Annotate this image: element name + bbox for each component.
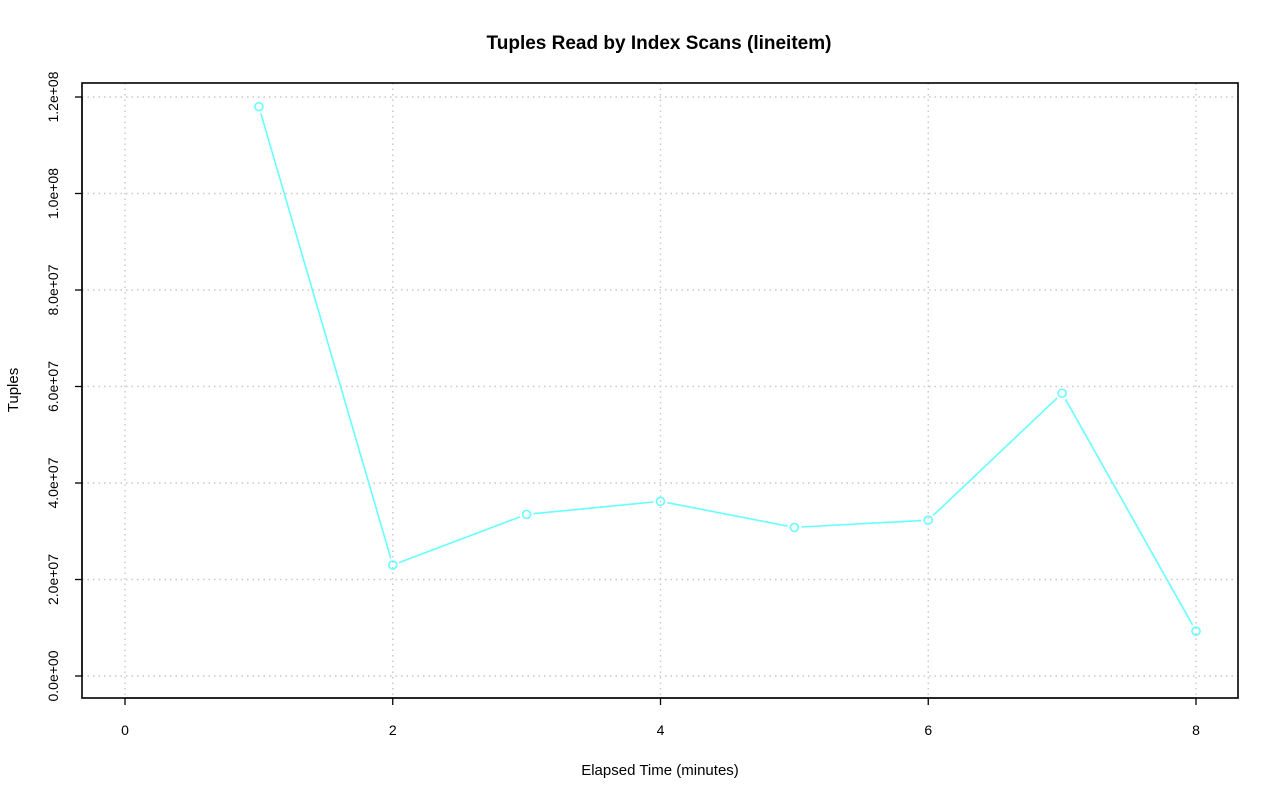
x-tick-label: 2: [389, 722, 397, 738]
x-tick-label: 0: [121, 722, 129, 738]
series-line-segment: [667, 501, 788, 527]
x-tick-label: 8: [1192, 722, 1200, 738]
y-tick-label: 6.0e+07: [45, 361, 61, 412]
series-line-segment: [260, 113, 392, 559]
series-line-segment: [533, 501, 654, 515]
y-tick-label: 0.0e+00: [45, 650, 61, 701]
series-line-segment: [399, 516, 521, 564]
y-axis: 0.0e+00 2.0e+07 4.0e+07 6.0e+07 8.0e+07 1.0e+…: [45, 71, 83, 702]
x-tick-label: 4: [657, 722, 665, 738]
grid: [82, 83, 1238, 698]
x-axis: 0 2 4 6 8: [121, 697, 1200, 738]
x-axis-title: Elapsed Time (minutes): [581, 762, 739, 779]
data-point: [1191, 626, 1201, 636]
series-line-segment: [1064, 398, 1194, 626]
x-tick-label: 6: [924, 722, 932, 738]
data-point: [1057, 388, 1067, 399]
y-tick-label: 8.0e+07: [45, 264, 61, 315]
data-point: [789, 522, 800, 533]
y-tick-label: 1.2e+08: [45, 71, 61, 122]
y-axis-title: Tuples: [5, 368, 22, 412]
y-tick-label: 2.0e+07: [45, 554, 61, 605]
series-layer: [254, 101, 1201, 636]
data-point: [923, 515, 934, 525]
data-point: [655, 496, 666, 507]
series-line-segment: [801, 519, 922, 528]
chart-title: Tuples Read by Index Scans (lineitem): [487, 33, 832, 54]
y-tick-label: 1.0e+08: [45, 168, 61, 219]
data-point: [521, 509, 532, 520]
series-line-segment: [932, 397, 1058, 516]
y-tick-label: 4.0e+07: [45, 457, 61, 508]
data-point: [254, 101, 264, 112]
data-point: [387, 560, 398, 570]
